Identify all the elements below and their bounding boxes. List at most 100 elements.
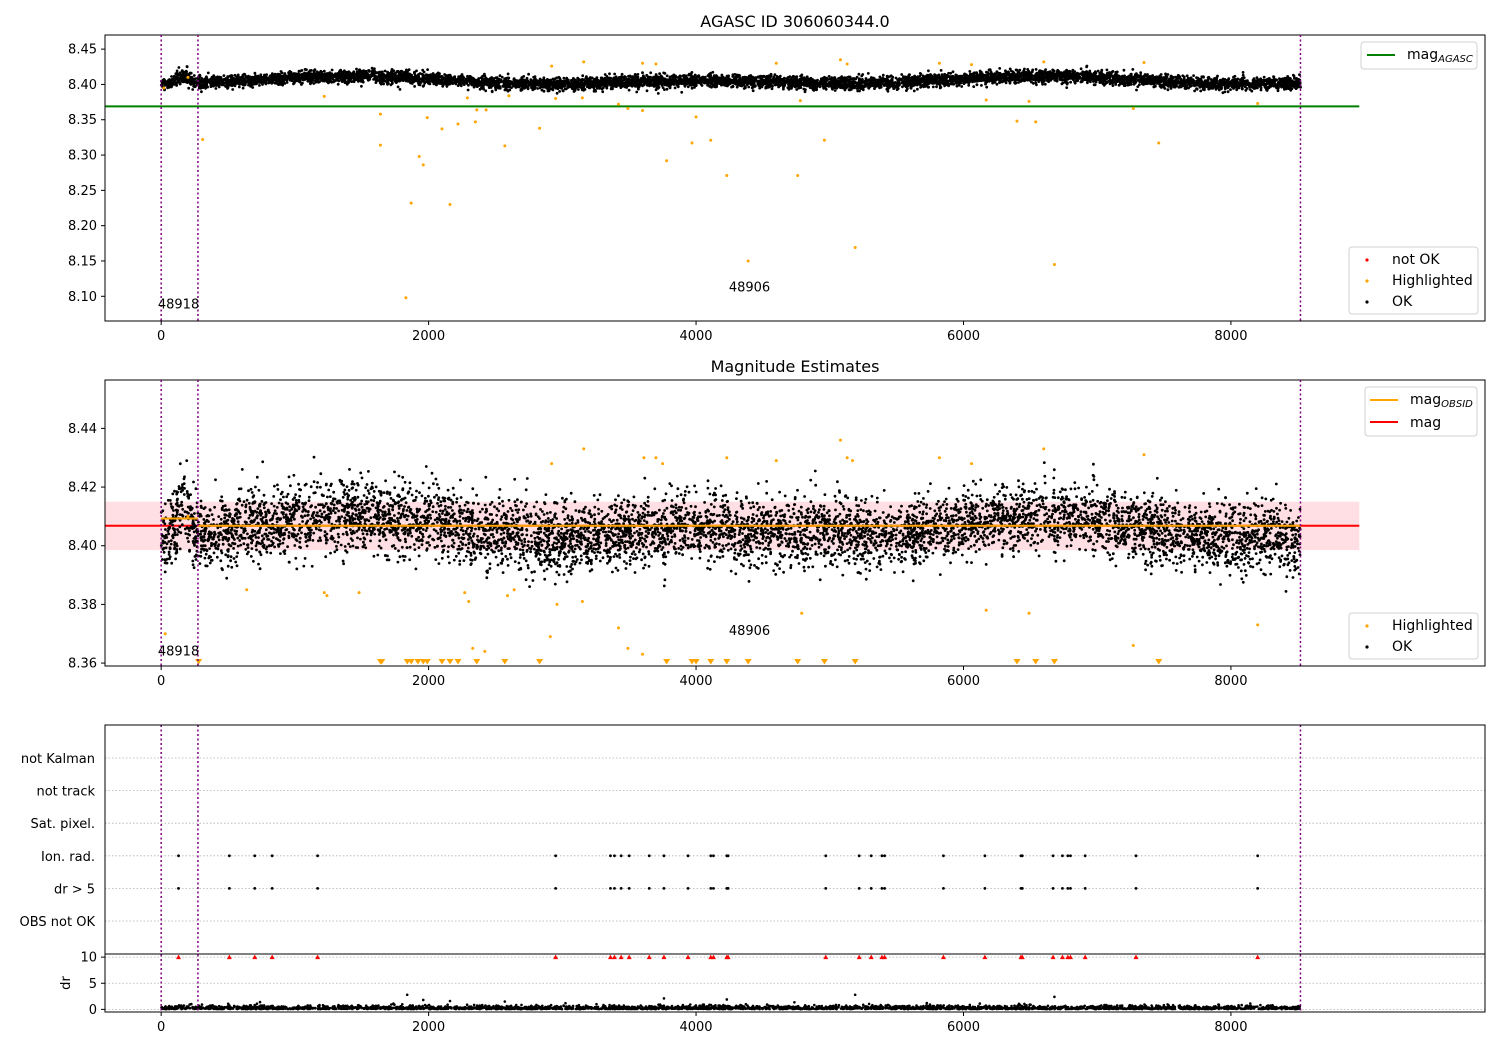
ok-point: [790, 87, 793, 90]
ok-point: [686, 85, 690, 89]
ok-point: [1096, 69, 1100, 73]
ok-point: [1105, 68, 1109, 72]
ok-point: [975, 72, 979, 75]
ok-point: [525, 76, 529, 80]
ok-point: [536, 87, 539, 90]
ok-point: [881, 73, 885, 77]
ok-point: [577, 88, 580, 91]
ok-point: [360, 84, 363, 88]
ok-point: [824, 87, 828, 91]
ok-point: [1199, 89, 1203, 93]
ok-point: [951, 70, 955, 74]
ok-point: [745, 83, 749, 86]
ok-point: [1031, 68, 1035, 72]
ok-point: [960, 85, 964, 88]
ok-point: [572, 90, 576, 93]
panel1-title: AGASC ID 306060344.0: [700, 12, 889, 31]
ok-point: [1093, 83, 1097, 87]
ok-point: [555, 91, 559, 95]
ok-point: [548, 87, 552, 91]
ok-point: [735, 85, 739, 89]
ok-point: [237, 85, 241, 89]
ok-point: [907, 73, 911, 76]
ok-point: [206, 71, 210, 75]
ok-point: [857, 72, 861, 76]
ok-point: [178, 81, 182, 85]
ok-point: [839, 86, 843, 90]
ok-point: [641, 71, 644, 75]
ok-point: [715, 83, 719, 87]
ok-point: [185, 65, 189, 69]
ok-point: [214, 87, 218, 90]
ok-point: [1085, 64, 1089, 68]
ok-point: [1043, 82, 1047, 86]
ok-point: [995, 82, 999, 86]
ok-point: [751, 89, 755, 93]
ok-point: [538, 86, 542, 90]
ok-point: [1139, 71, 1143, 75]
ok-point: [1193, 89, 1196, 93]
ok-point: [689, 72, 693, 76]
ok-point: [978, 69, 982, 73]
ok-point: [1015, 68, 1019, 72]
ok-point: [656, 92, 660, 95]
ok-point: [975, 83, 979, 87]
ok-point: [1226, 90, 1230, 94]
ok-point: [1159, 73, 1163, 76]
ok-point: [968, 70, 972, 73]
ok-point: [555, 76, 558, 80]
ok-point: [425, 76, 429, 80]
ok-point: [275, 82, 278, 85]
ok-point: [627, 74, 630, 78]
ok-point: [418, 83, 422, 87]
ok-point: [1276, 89, 1280, 93]
ok-point: [1059, 77, 1062, 81]
ok-point: [520, 76, 524, 79]
ok-point: [673, 82, 676, 86]
ok-point: [560, 86, 564, 90]
ok-point: [484, 89, 488, 93]
ok-point: [191, 88, 195, 91]
ok-point: [581, 74, 585, 78]
ok-point: [697, 74, 701, 78]
ok-point: [673, 86, 677, 90]
ok-point: [510, 86, 513, 89]
ok-point: [398, 88, 402, 91]
ok-point: [1195, 87, 1198, 91]
ok-point: [1244, 89, 1248, 92]
ok-point: [1259, 88, 1263, 92]
ok-point: [623, 76, 626, 80]
ok-point: [1248, 88, 1252, 91]
ok-point: [613, 72, 616, 76]
ok-point: [939, 69, 943, 72]
ok-point: [668, 75, 672, 79]
ok-point: [635, 90, 639, 94]
ok-point: [751, 84, 755, 88]
ok-point: [367, 69, 370, 72]
ok-point: [771, 84, 774, 88]
panel1-data-marks: [159, 58, 1302, 300]
ok-point: [1018, 75, 1022, 79]
ok-point: [421, 84, 425, 88]
ok-point: [1182, 75, 1186, 79]
ok-point: [382, 82, 385, 86]
ok-point: [1223, 87, 1227, 91]
ok-point: [280, 71, 284, 75]
ok-point: [636, 86, 640, 90]
ok-point: [749, 74, 753, 77]
ok-point: [919, 85, 922, 89]
ok-point: [373, 67, 376, 71]
ok-point: [933, 73, 936, 76]
ok-point: [498, 86, 502, 90]
ok-point: [576, 76, 580, 80]
ok-point: [222, 74, 226, 77]
ok-point: [842, 80, 845, 84]
ok-point: [330, 68, 334, 72]
ok-point: [1176, 82, 1180, 85]
ok-point: [985, 70, 988, 74]
ok-point: [1186, 77, 1190, 81]
ok-point: [931, 85, 935, 89]
ok-point: [1217, 88, 1221, 92]
ok-point: [903, 75, 907, 79]
ok-point: [355, 67, 358, 71]
